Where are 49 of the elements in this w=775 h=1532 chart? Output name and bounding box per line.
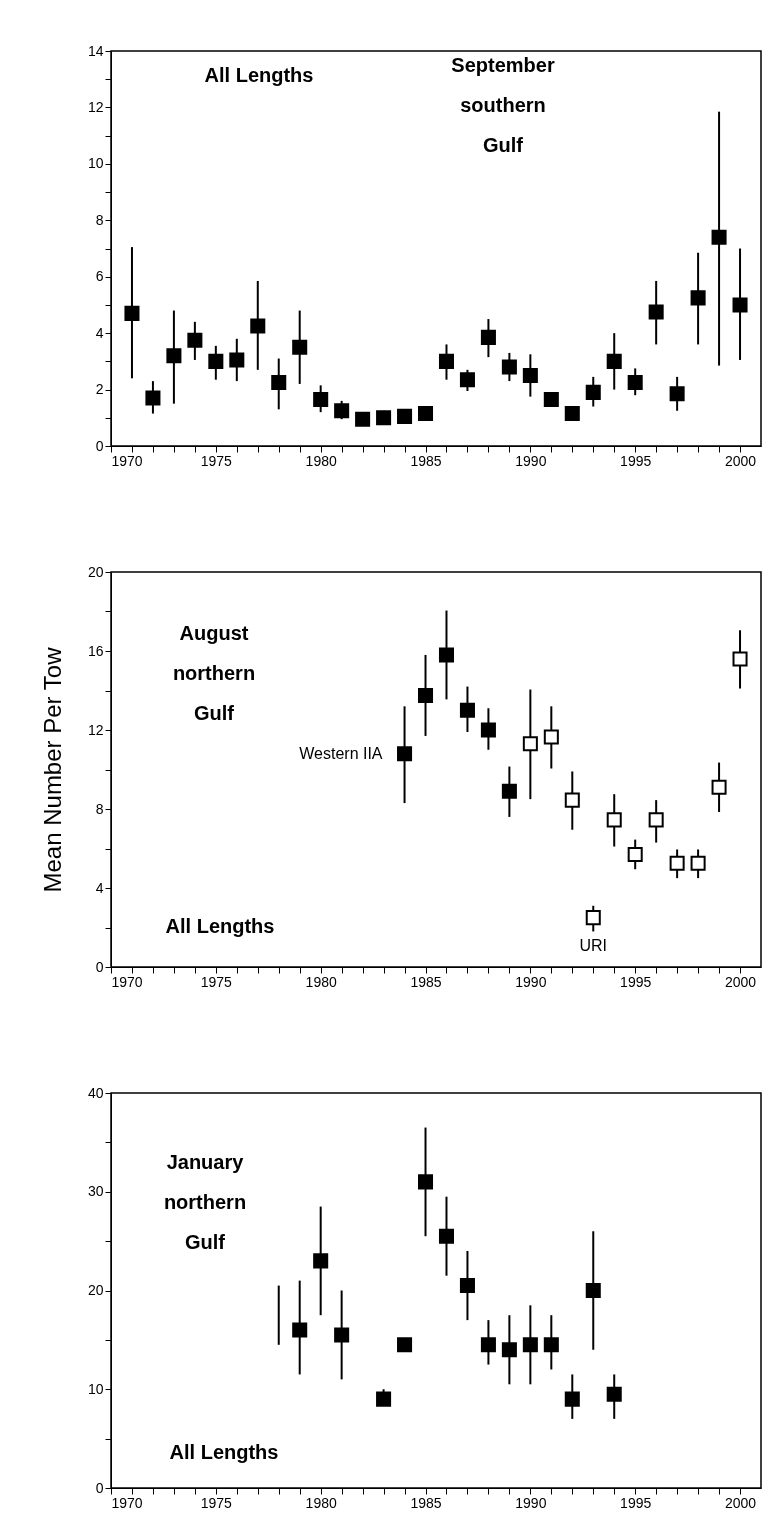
- y-tick-label: 4: [95, 324, 104, 341]
- x-tick-label: 1980: [305, 1494, 337, 1511]
- annotation: August northern Gulf: [172, 622, 256, 724]
- y-tick-label: 0: [95, 437, 104, 454]
- x-tick-label: 1990: [515, 973, 547, 990]
- annotation: All Lengths: [169, 1441, 279, 1463]
- annotation: All Lengths: [165, 915, 275, 937]
- y-tick-label: 16: [87, 642, 104, 659]
- y-tick-label: 6: [95, 268, 104, 285]
- y-tick-label: 30: [87, 1183, 104, 1200]
- x-tick-label: 1995: [620, 973, 652, 990]
- x-tick-label: 1970: [111, 452, 143, 469]
- x-tick-label: 1995: [620, 1494, 652, 1511]
- y-tick-label: 10: [87, 1380, 104, 1397]
- x-tick-label: 1985: [410, 1494, 442, 1511]
- x-tick-label: 1980: [305, 452, 337, 469]
- y-tick-label: 10: [87, 155, 104, 172]
- x-tick-label: 2000: [724, 452, 757, 469]
- x-tick-label: 1970: [111, 1494, 143, 1511]
- y-axis-title: Mean Number Per Tow: [38, 646, 66, 893]
- y-tick-label: 8: [95, 211, 104, 228]
- y-tick-label: 2: [95, 381, 104, 398]
- x-tick-label: 1985: [410, 452, 442, 469]
- y-tick-label: 0: [95, 958, 104, 975]
- x-tick-label: 1975: [200, 973, 233, 990]
- x-tick-label: 1980: [305, 973, 337, 990]
- x-tick-label: 1985: [410, 973, 442, 990]
- x-tick-label: 1970: [111, 973, 143, 990]
- annotation: All Lengths: [204, 64, 314, 86]
- series-label: Western IIA: [299, 744, 383, 762]
- x-tick-label: 1975: [200, 1494, 233, 1511]
- x-tick-label: 1990: [515, 452, 547, 469]
- x-tick-label: 1975: [200, 452, 233, 469]
- y-tick-label: 14: [87, 42, 104, 59]
- x-tick-label: 1995: [620, 452, 652, 469]
- y-tick-label: 20: [87, 563, 104, 580]
- x-tick-label: 1990: [515, 1494, 547, 1511]
- annotation: September southern Gulf: [451, 54, 555, 156]
- y-tick-label: 0: [95, 1479, 104, 1496]
- y-tick-label: 12: [87, 721, 104, 738]
- x-tick-label: 2000: [724, 1494, 757, 1511]
- y-tick-label: 4: [95, 879, 104, 896]
- series-label: URI: [579, 936, 608, 954]
- y-tick-label: 20: [87, 1282, 104, 1298]
- annotation: January northern Gulf: [163, 1151, 247, 1253]
- y-tick-label: 8: [95, 800, 104, 817]
- y-tick-label: 40: [87, 1084, 104, 1101]
- y-tick-label: 12: [87, 98, 104, 115]
- x-tick-label: 2000: [724, 973, 757, 990]
